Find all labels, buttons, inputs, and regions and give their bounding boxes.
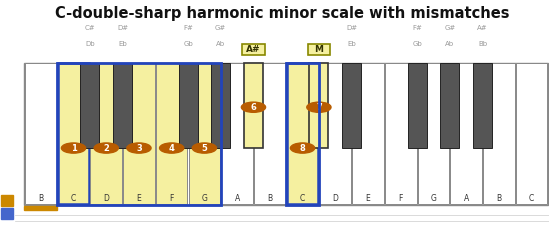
Text: C: C (71, 194, 76, 203)
Text: 6: 6 (250, 103, 256, 112)
Bar (450, 63, 482, 204)
Text: Gb: Gb (183, 41, 193, 47)
Text: Db: Db (85, 41, 94, 47)
Text: A#: A# (246, 45, 261, 54)
Bar (91, 63, 122, 204)
Bar (418, 63, 449, 204)
Circle shape (160, 143, 184, 153)
Bar (310, 63, 328, 148)
Circle shape (127, 143, 151, 153)
Bar (516, 63, 547, 204)
Text: C#: C# (85, 25, 95, 31)
Bar (342, 63, 361, 148)
Text: B: B (38, 194, 43, 203)
Text: 8: 8 (300, 144, 305, 153)
Bar (407, 63, 427, 148)
Bar (58, 63, 89, 204)
Bar (156, 63, 188, 204)
Bar (221, 63, 253, 204)
Text: D: D (103, 194, 109, 203)
Text: F#: F# (412, 25, 422, 31)
Text: B: B (267, 194, 272, 203)
FancyBboxPatch shape (242, 44, 265, 55)
Text: A: A (234, 194, 240, 203)
Bar (123, 63, 155, 204)
Text: E: E (137, 194, 141, 203)
Text: E: E (366, 194, 371, 203)
Text: G#: G# (215, 25, 226, 31)
Bar (2, 195, 13, 206)
Text: F: F (399, 194, 403, 203)
Bar (80, 63, 99, 148)
Text: G: G (430, 194, 436, 203)
Circle shape (307, 102, 331, 112)
Text: F: F (170, 194, 174, 203)
Text: C-double-sharp harmonic minor scale with mismatches: C-double-sharp harmonic minor scale with… (55, 6, 509, 21)
Bar (287, 63, 318, 204)
Text: G#: G# (444, 25, 456, 31)
Text: M: M (315, 45, 323, 54)
Bar (25, 206, 57, 210)
Text: 7: 7 (316, 103, 322, 112)
Bar (254, 63, 285, 204)
Bar (473, 63, 492, 148)
Circle shape (61, 143, 86, 153)
Text: D: D (332, 194, 338, 203)
Bar (385, 63, 417, 204)
Circle shape (94, 143, 119, 153)
Text: D#: D# (346, 25, 357, 31)
Text: A: A (463, 194, 469, 203)
Bar (286, 63, 319, 205)
Bar (25, 63, 57, 204)
Bar (244, 63, 263, 148)
Bar (320, 63, 351, 204)
Text: 3: 3 (136, 144, 142, 153)
Text: D#: D# (117, 25, 128, 31)
Circle shape (242, 102, 266, 112)
Bar (352, 63, 384, 204)
Text: 5: 5 (201, 144, 208, 153)
Bar (113, 63, 132, 148)
Text: C: C (529, 194, 534, 203)
Text: Eb: Eb (118, 41, 127, 47)
Text: G: G (201, 194, 208, 203)
Text: A#: A# (477, 25, 488, 31)
Text: F#: F# (183, 25, 193, 31)
Bar (440, 63, 460, 148)
Text: 4: 4 (169, 144, 175, 153)
Bar (178, 63, 198, 148)
Bar (211, 63, 230, 148)
FancyBboxPatch shape (307, 44, 330, 55)
Bar (25, 63, 548, 205)
Text: Bb: Bb (478, 41, 487, 47)
Text: 1: 1 (71, 144, 76, 153)
Bar (57, 63, 221, 205)
Circle shape (192, 143, 216, 153)
Text: basicmusictheory.com: basicmusictheory.com (5, 75, 10, 141)
Text: Ab: Ab (445, 41, 455, 47)
Text: Gb: Gb (412, 41, 422, 47)
Text: C: C (300, 194, 305, 203)
Bar (188, 63, 220, 204)
Bar (2, 208, 13, 219)
Text: Eb: Eb (348, 41, 356, 47)
Text: Ab: Ab (216, 41, 225, 47)
Text: B: B (496, 194, 501, 203)
Bar (483, 63, 514, 204)
Circle shape (290, 143, 315, 153)
Text: 2: 2 (103, 144, 109, 153)
